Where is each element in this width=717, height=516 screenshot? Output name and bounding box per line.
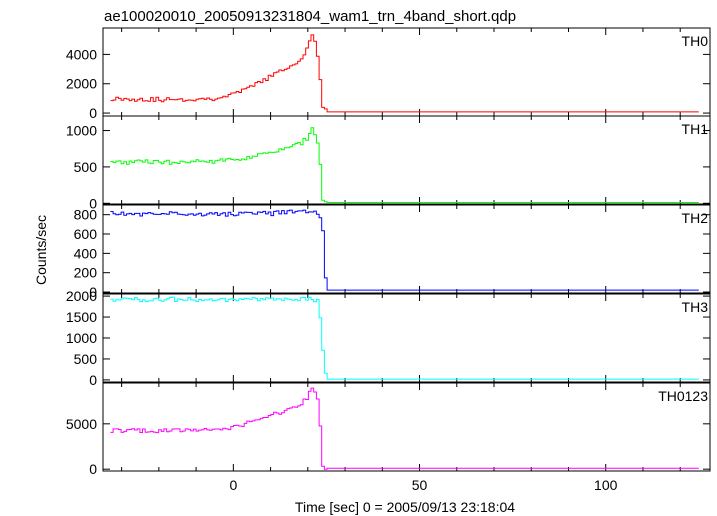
y-tick-label: 0 bbox=[89, 105, 97, 121]
y-axis-label: Counts/sec bbox=[33, 215, 49, 285]
y-tick-label: 1500 bbox=[66, 309, 97, 325]
series-line bbox=[110, 209, 699, 291]
series-label: TH3 bbox=[682, 299, 709, 315]
y-tick-label: 5000 bbox=[66, 416, 97, 432]
series-label: TH0 bbox=[682, 33, 709, 49]
panel-th2: 0 200 400 600 800 TH2 bbox=[74, 204, 711, 300]
series-label: TH1 bbox=[682, 121, 709, 137]
y-tick-label: 2000 bbox=[66, 288, 97, 304]
y-tick-label: 1000 bbox=[66, 123, 97, 139]
panel-frame bbox=[102, 382, 711, 472]
y-tick-label: 4000 bbox=[66, 46, 97, 62]
y-tick-label: 0 bbox=[89, 195, 97, 211]
y-tick-label: 2000 bbox=[66, 76, 97, 92]
panel-frame bbox=[102, 204, 711, 294]
series-line bbox=[110, 127, 699, 203]
panel-frame bbox=[102, 115, 711, 205]
x-tick-label: 50 bbox=[412, 477, 428, 493]
y-tick-label: 0 bbox=[89, 284, 97, 300]
series-label: TH2 bbox=[682, 210, 709, 226]
panel-th0: 0 2000 4000 TH0 bbox=[66, 27, 711, 121]
panel-frame bbox=[102, 27, 711, 117]
panel-th3: 0 500 1000 1500 2000 TH3 bbox=[66, 288, 711, 388]
y-tick-label: 500 bbox=[74, 159, 98, 175]
y-tick-label: 200 bbox=[74, 265, 98, 281]
series-line bbox=[110, 34, 699, 113]
y-tick-label: 0 bbox=[89, 461, 97, 477]
y-tick-label: 400 bbox=[74, 245, 98, 261]
x-tick-label: 100 bbox=[594, 477, 618, 493]
series-label: TH0123 bbox=[658, 388, 708, 404]
chart-title: ae100020010_20050913231804_wam1_trn_4ban… bbox=[104, 8, 516, 25]
y-tick-label: 0 bbox=[89, 372, 97, 388]
y-tick-label: 600 bbox=[74, 226, 98, 242]
x-axis-label: Time [sec] 0 = 2005/09/13 23:18:04 bbox=[295, 499, 515, 515]
y-tick-label: 1000 bbox=[66, 330, 97, 346]
series-line bbox=[110, 296, 699, 380]
series-line bbox=[110, 387, 699, 470]
y-tick-label: 800 bbox=[74, 207, 98, 223]
panel-frame bbox=[102, 293, 711, 383]
panel-th1: 0 500 1000 TH1 bbox=[66, 115, 711, 211]
x-tick-label: 0 bbox=[229, 477, 237, 493]
panel-th0123: 0 5000 TH0123 bbox=[66, 382, 711, 477]
y-tick-label: 500 bbox=[74, 351, 98, 367]
